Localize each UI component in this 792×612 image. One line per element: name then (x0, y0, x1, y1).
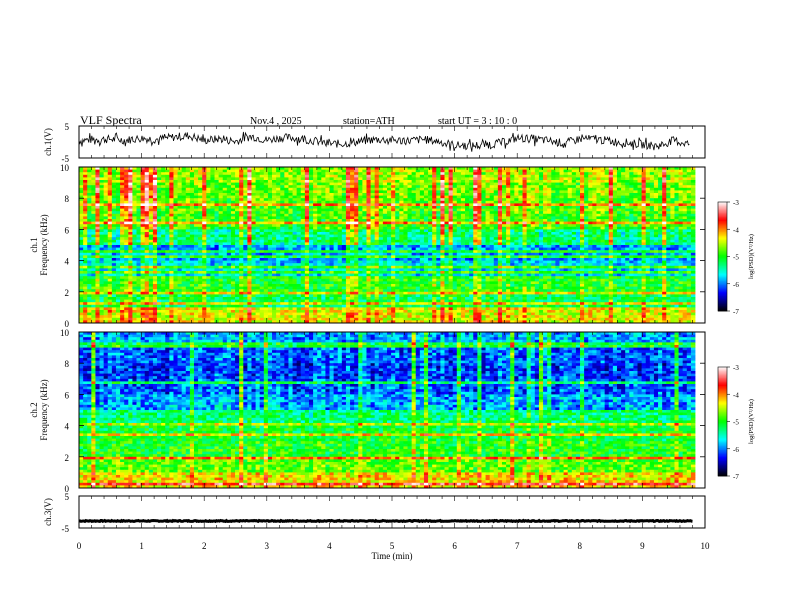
xlabel: Time (min) (372, 551, 413, 561)
colorbar-tick: -6 (733, 281, 739, 289)
ch1-waveform-panel: 5 -5 ch.1(V) (43, 122, 706, 164)
header: VLF Spectra Nov.4 , 2025 station=ATH sta… (80, 113, 517, 127)
colorbar-tick: -3 (733, 364, 739, 372)
ch1-spectrogram-panel: 10 8 6 4 2 0 Frequency (kHz)ch.1 (29, 163, 706, 329)
xtick-label: 1 (139, 541, 144, 551)
colorbar-tick: -4 (733, 226, 739, 234)
xtick-label: 0 (77, 541, 82, 551)
colorbar-tick: -4 (733, 391, 739, 399)
ytick-label: 0 (65, 319, 70, 329)
start-time-label: start UT = 3 : 10 : 0 (438, 116, 517, 127)
ytick-label: 10 (60, 163, 70, 173)
ylabel: Frequency (kHz) (39, 214, 49, 275)
waveform-line (78, 518, 693, 524)
ytick-label: 0 (65, 484, 70, 494)
colorbar-tick: -5 (733, 419, 739, 427)
ytick-label: -5 (62, 524, 70, 534)
spectrogram-cells (79, 332, 696, 489)
ytick-label: -5 (62, 154, 70, 164)
ytick-label: 10 (60, 328, 70, 338)
ylabel: Frequency (kHz) (39, 379, 49, 440)
ytick-label: 5 (65, 122, 70, 132)
ytick-label: 2 (65, 288, 70, 298)
ytick-label: 4 (65, 257, 70, 267)
spectrogram-cells (79, 167, 696, 324)
colorbar-ch2: -3 -4 -5 -6 -7 log(PSD)(V²/Hz) (717, 364, 755, 481)
ytick-label: 8 (65, 359, 70, 369)
xtick-label: 4 (327, 541, 332, 551)
colorbar-ch1: -3 -4 -5 -6 -7 log(PSD)(V²/Hz) (717, 199, 755, 316)
ch2-spectrogram-panel: 10 8 6 4 2 0 Frequency (kHz)ch.2 (29, 328, 706, 494)
xtick-label: 10 (701, 541, 711, 551)
xtick-label: 6 (452, 541, 457, 551)
colorbar-tick: -7 (733, 308, 739, 316)
ytick-label: 6 (65, 390, 70, 400)
xtick-label: 8 (578, 541, 583, 551)
xtick-label: 5 (390, 541, 395, 551)
colorbar-tick: -3 (733, 199, 739, 207)
xtick-label: 7 (515, 541, 520, 551)
ytick-label: 8 (65, 194, 70, 204)
ylabel: ch.3(V) (43, 498, 53, 526)
xtick-label: 9 (640, 541, 645, 551)
xtick-label: 3 (265, 541, 270, 551)
xtick-label: 2 (202, 541, 207, 551)
ytick-label: 4 (65, 422, 70, 432)
colorbar-tick: -5 (733, 254, 739, 262)
ytick-label: 5 (65, 492, 70, 502)
date-label: Nov.4 , 2025 (250, 116, 302, 127)
figure-title: VLF Spectra (80, 113, 142, 127)
colorbar-label: log(PSD)(V²/Hz) (748, 234, 755, 279)
ytick-label: 6 (65, 225, 70, 235)
colorbar-label: log(PSD)(V²/Hz) (748, 399, 755, 444)
colorbar-tick: -7 (733, 473, 739, 481)
channel-label: ch.1 (29, 237, 39, 252)
station-label: station=ATH (343, 116, 395, 127)
ytick-label: 2 (65, 453, 70, 463)
ch3-waveform-panel: 5 -5 ch.3(V) (43, 492, 706, 534)
time-axis: 0 1 2 3 4 5 6 7 8 9 10 Time (min) (77, 541, 710, 561)
channel-label: ch.2 (29, 402, 39, 417)
colorbar-tick: -6 (733, 446, 739, 454)
waveform-line (78, 131, 690, 152)
ylabel: ch.1(V) (43, 128, 53, 156)
